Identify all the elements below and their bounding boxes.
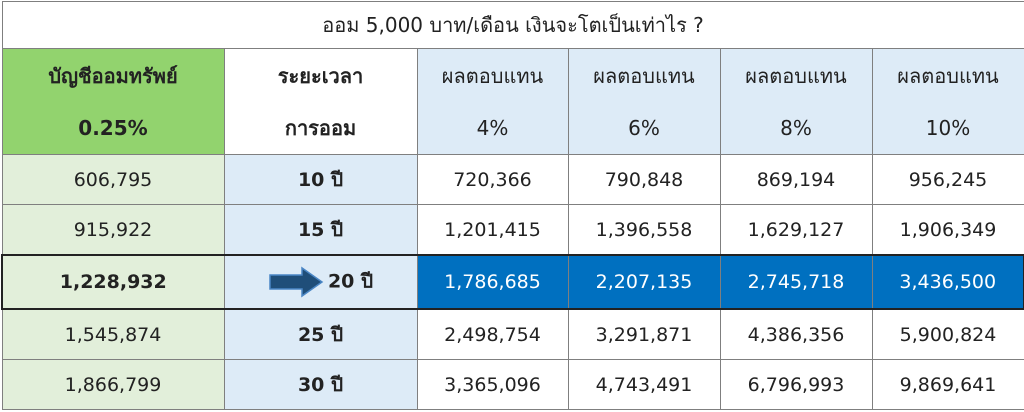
- data-cell: 1,396,558: [567, 204, 721, 256]
- data-cell: 15 ปี: [223, 204, 418, 256]
- data-cell: 1,201,415: [416, 204, 569, 256]
- table-title: ออม 5,000 บาท/เดือน เงินจะโตเป็นเท่าไร ?: [322, 13, 704, 37]
- cell-text: 606,795: [73, 168, 153, 191]
- data-row: 1,228,932 20 ปี 1,786,685 2,207,135 2,745,71…: [1, 254, 1024, 310]
- cell-text: 720,366: [453, 168, 532, 191]
- cell-text: 2,498,754: [444, 323, 541, 346]
- title-cell: ออม 5,000 บาท/เดือน เงินจะโตเป็นเท่าไร ?: [1, 1, 1024, 49]
- data-cell: 20 ปี: [223, 254, 418, 310]
- data-cell: 30 ปี: [223, 359, 418, 410]
- data-cell: 956,245: [871, 154, 1024, 205]
- header-text: 6%: [628, 115, 660, 140]
- title-row: ออม 5,000 บาท/เดือน เงินจะโตเป็นเท่าไร ?: [1, 1, 1024, 49]
- header-text: ผลตอบแทน: [593, 63, 695, 88]
- data-cell: 1,545,874: [1, 308, 225, 360]
- header-text: บัญชีออมทรัพย์: [48, 63, 178, 88]
- data-cell: 915,922: [1, 204, 225, 256]
- cell-text: 3,291,871: [595, 323, 693, 346]
- header-text: ผลตอบแทน: [441, 63, 544, 88]
- cell-text: 1,866,799: [64, 373, 162, 396]
- header-cell: ผลตอบแทน 8%: [719, 48, 873, 155]
- header-cell: ผลตอบแทน 10%: [871, 48, 1024, 155]
- data-cell: 1,228,932: [1, 254, 225, 310]
- data-cell: 2,498,754: [416, 308, 569, 360]
- cell-text: 3,365,096: [444, 373, 541, 396]
- arrow-icon: [269, 266, 324, 298]
- header-cell: ระยะเวลาการออม: [223, 48, 418, 155]
- data-cell: 5,900,824: [871, 308, 1024, 360]
- data-cell: 1,906,349: [871, 204, 1024, 256]
- header-text: การออม: [284, 115, 357, 140]
- header-text: ระยะเวลา: [277, 63, 364, 88]
- data-cell: 790,848: [567, 154, 721, 205]
- header-cell: บัญชีออมทรัพย์ 0.25%: [1, 48, 225, 155]
- cell-text: 25 ปี: [297, 323, 344, 346]
- cell-text: 915,922: [73, 218, 153, 241]
- cell-text: 869,194: [756, 168, 836, 191]
- data-row: 606,795 10 ปี 720,366 790,848 869,194 956,245: [1, 154, 1024, 205]
- data-cell: 10 ปี: [223, 154, 418, 205]
- header-text: ผลตอบแทน: [897, 63, 999, 88]
- cell-text: 20 ปี: [327, 270, 374, 293]
- header-text: ผลตอบแทน: [745, 63, 847, 88]
- cell-text: 4,386,356: [747, 323, 845, 346]
- cell-text: 6,796,993: [747, 373, 845, 396]
- cell-text: 1,545,874: [64, 323, 162, 346]
- data-cell: 3,365,096: [416, 359, 569, 410]
- cell-text: 1,228,932: [59, 271, 167, 293]
- header-text: 8%: [780, 115, 812, 140]
- cell-text: 2,745,718: [747, 271, 845, 293]
- header-row: บัญชีออมทรัพย์ 0.25% ระยะเวลา การออม ผลตอบแท…: [1, 48, 1024, 155]
- data-cell: 3,291,871: [567, 308, 721, 360]
- data-cell: 1,786,685: [416, 254, 569, 310]
- header-text: 10%: [925, 115, 971, 140]
- cell-text: 1,629,127: [747, 218, 845, 241]
- data-row: 1,545,874 25 ปี 2,498,754 3,291,871 4,386,35…: [1, 308, 1024, 360]
- data-cell: 4,386,356: [719, 308, 873, 360]
- cell-text: 790,848: [604, 168, 684, 191]
- header-cell: ผลตอบแทน 4%: [416, 48, 569, 155]
- header-text: 0.25%: [78, 115, 148, 140]
- cell-text: 30 ปี: [297, 373, 344, 396]
- data-cell: 720,366: [416, 154, 569, 205]
- cell-text: 1,906,349: [899, 218, 997, 241]
- cell-text: 4,743,491: [595, 373, 693, 396]
- cell-text: 3,436,500: [899, 271, 997, 293]
- header-text: 4%: [476, 115, 509, 140]
- cell-text: 956,245: [908, 168, 988, 191]
- cell-text: 2,207,135: [595, 271, 693, 293]
- cell-text: 1,201,415: [444, 218, 541, 241]
- cell-text: 1,396,558: [595, 218, 693, 241]
- data-cell: 869,194: [719, 154, 873, 205]
- data-cell: 2,207,135: [567, 254, 721, 310]
- data-cell: 606,795: [1, 154, 225, 205]
- data-cell: 6,796,993: [719, 359, 873, 410]
- cell-text: 9,869,641: [899, 373, 997, 396]
- data-cell: 1,629,127: [719, 204, 873, 256]
- data-cell: 2,745,718: [719, 254, 873, 310]
- cell-text: 15 ปี: [297, 218, 344, 241]
- data-cell: 25 ปี: [223, 308, 418, 360]
- header-cell: ผลตอบแทน 6%: [567, 48, 721, 155]
- cell-text: 5,900,824: [899, 323, 997, 346]
- data-cell: 1,866,799: [1, 359, 225, 410]
- cell-text: 1,786,685: [444, 271, 541, 293]
- arrow-shape: [269, 266, 324, 298]
- data-row: 915,922 15 ปี 1,201,415 1,396,558 1,629,127 1…: [1, 204, 1024, 256]
- data-cell: 9,869,641: [871, 359, 1024, 410]
- cell-text: 10 ปี: [297, 168, 344, 191]
- data-cell: 3,436,500: [871, 254, 1024, 310]
- data-cell: 4,743,491: [567, 359, 721, 410]
- data-row: 1,866,799 30 ปี 3,365,096 4,743,491 6,796,99…: [1, 359, 1024, 410]
